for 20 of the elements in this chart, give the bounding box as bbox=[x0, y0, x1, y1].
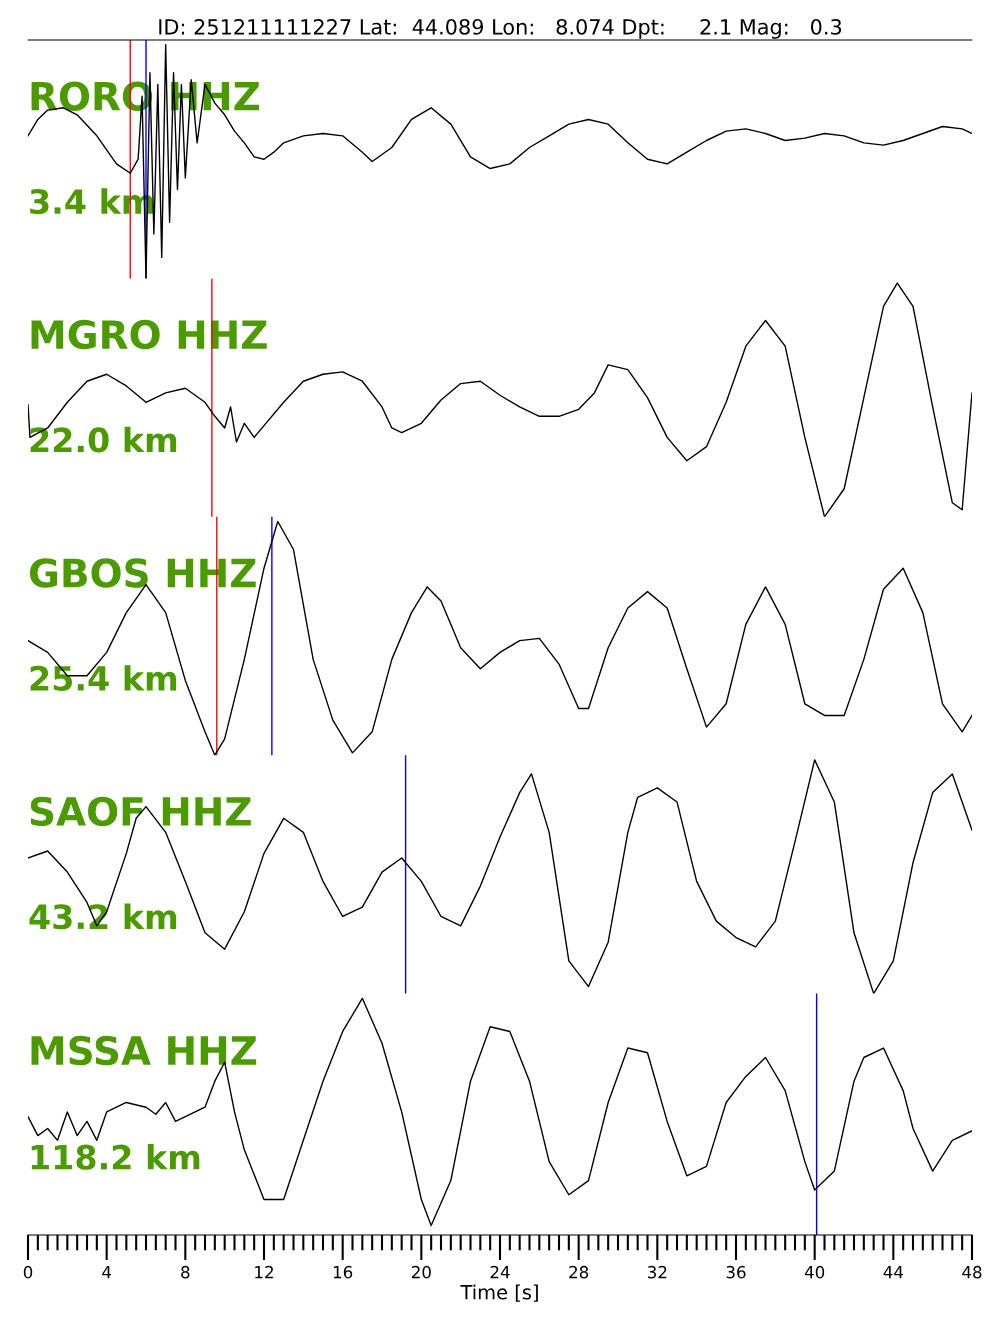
x-tick-label: 36 bbox=[726, 1265, 746, 1279]
annotation: 25.4 km bbox=[30, 665, 177, 691]
x-tick-label: 48 bbox=[962, 1265, 982, 1279]
x-tick-label: 40 bbox=[804, 1265, 825, 1279]
text: MSSA HHZ bbox=[31, 1035, 257, 1066]
x-tick-label: 12 bbox=[255, 1265, 273, 1279]
x-tick-label: 4 bbox=[102, 1266, 112, 1279]
x-tick-label: 28 bbox=[569, 1265, 589, 1279]
x-tick-label: 0 bbox=[23, 1265, 33, 1279]
x-axis-title: Time [s] bbox=[460, 1284, 538, 1302]
x-tick-label: 16 bbox=[333, 1265, 353, 1279]
annotation: 118.2 km bbox=[31, 1144, 200, 1170]
x-tick-label: 8 bbox=[181, 1265, 190, 1279]
text: SAOF HHZ bbox=[30, 796, 251, 827]
x-tick-label: 44 bbox=[883, 1266, 903, 1279]
x-tick-label: 32 bbox=[648, 1265, 667, 1279]
x-tick-label: 20 bbox=[411, 1265, 431, 1279]
chart-title: ID: 251211111227 Lat: 44.089 Lon: 8.074 Dpt: 2.1 Mag: 0.3 bbox=[159, 18, 842, 39]
x-tick-label: 24 bbox=[490, 1265, 510, 1279]
annotation: 22.0 km bbox=[30, 426, 177, 453]
